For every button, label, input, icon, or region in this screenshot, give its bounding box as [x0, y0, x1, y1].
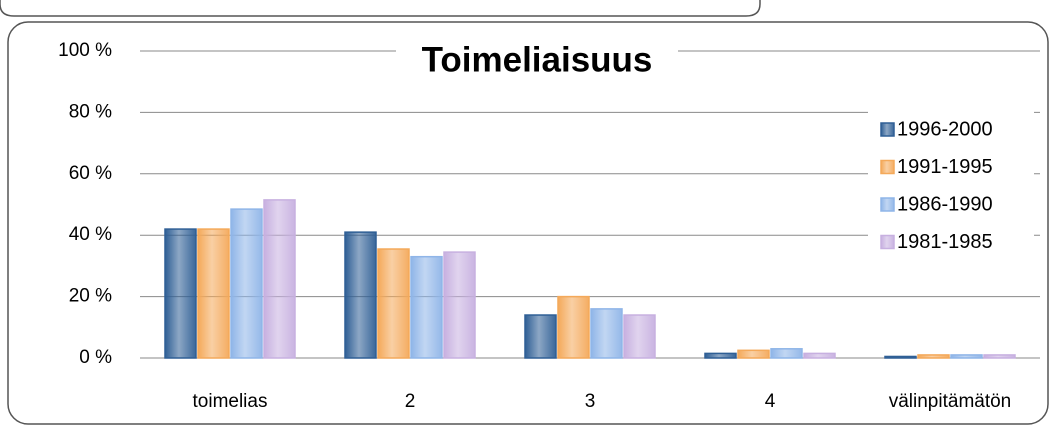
legend: 1996-2000 1991-1995 1986-1990 1981-1985 [880, 118, 993, 253]
bar [377, 248, 410, 359]
x-tick-label: välinpitämätön [889, 391, 1012, 412]
x-tick-label: 4 [765, 391, 776, 412]
y-tick-label: 60 % [69, 163, 112, 184]
legend-label: 1996-2000 [897, 118, 993, 140]
bar [704, 352, 737, 359]
bar [557, 295, 590, 359]
bar [263, 199, 296, 359]
bar [524, 314, 557, 359]
x-tick-label: 3 [585, 391, 596, 412]
y-tick-label: 100 % [58, 40, 112, 61]
y-tick-label: 80 % [69, 101, 112, 122]
bar [590, 308, 623, 359]
bar [983, 354, 1016, 359]
bar [623, 314, 656, 359]
bar [344, 231, 377, 359]
previous-panel-edge [0, 0, 761, 17]
y-tick-label: 40 % [69, 224, 112, 245]
bar [443, 251, 476, 359]
legend-label: 1981-1985 [897, 231, 993, 253]
legend-background [868, 108, 1034, 260]
bar [230, 208, 263, 359]
bar [197, 228, 230, 359]
bar [164, 228, 197, 359]
legend-swatch [880, 122, 895, 137]
x-tick-label: toimelias [193, 391, 268, 412]
bar [917, 354, 950, 359]
y-tick-label: 0 % [79, 347, 112, 368]
bar [770, 348, 803, 359]
legend-swatch [880, 197, 895, 212]
legend-label: 1986-1990 [897, 193, 993, 215]
legend-swatch [880, 234, 895, 250]
legend-swatch [880, 159, 895, 175]
chart-title: Toimeliaisuus [422, 40, 653, 79]
bar [950, 354, 983, 359]
bar [803, 352, 836, 359]
x-tick-label: 2 [405, 391, 416, 412]
title-background [396, 36, 678, 84]
bar [410, 255, 443, 359]
bar [737, 349, 770, 359]
bar [884, 355, 917, 359]
legend-label: 1991-1995 [897, 156, 993, 178]
y-tick-label: 20 % [69, 286, 112, 307]
